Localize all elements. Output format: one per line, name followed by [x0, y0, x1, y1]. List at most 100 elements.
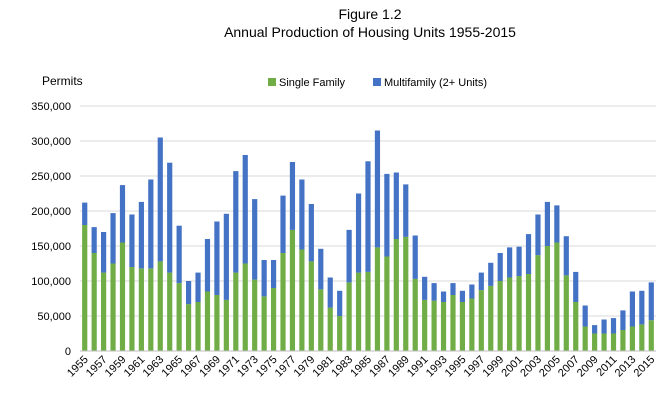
bar-single-family [270, 288, 277, 351]
bar-multifamily [544, 201, 550, 246]
y-axis-label: Permits [42, 74, 83, 88]
bar-multifamily [289, 162, 296, 230]
bar-multifamily [308, 204, 314, 262]
bar-multifamily [110, 213, 116, 264]
bar-multifamily [422, 276, 428, 300]
y-tick-label: 150,000 [31, 241, 71, 253]
bar-single-family [629, 326, 635, 351]
bar-single-family [299, 249, 305, 351]
bar-single-family [110, 263, 116, 351]
bar-multifamily [450, 283, 456, 295]
bar-single-family [82, 225, 88, 351]
bar-single-family [204, 291, 211, 351]
bar-single-family [308, 261, 314, 351]
y-tick-label: 100,000 [31, 276, 71, 288]
bar-multifamily [252, 199, 258, 280]
bar-single-family [573, 302, 579, 351]
bar-single-family [554, 242, 560, 351]
bar-multifamily [337, 290, 343, 316]
bar-single-family [119, 242, 126, 351]
bar-multifamily [242, 155, 248, 264]
bar-multifamily [148, 179, 154, 269]
bar-single-family [544, 246, 550, 351]
bar-multifamily [299, 179, 305, 250]
bar-single-family [280, 253, 286, 351]
bar-single-family [497, 281, 503, 351]
bar-multifamily [507, 247, 513, 278]
bar-single-family [648, 320, 654, 351]
bar-multifamily [138, 201, 144, 269]
bar-single-family [157, 261, 163, 351]
bar-single-family [384, 256, 390, 351]
bar-single-family [195, 302, 201, 351]
bar-single-family [620, 330, 626, 351]
bar-multifamily [516, 246, 522, 277]
bar-multifamily [384, 173, 390, 257]
bar-multifamily [167, 162, 173, 273]
bar-multifamily [440, 291, 447, 302]
bar-multifamily [497, 253, 503, 281]
bar-multifamily [214, 221, 220, 295]
bar-single-family [289, 229, 296, 351]
bar-single-family [431, 300, 437, 351]
bar-single-family [478, 290, 484, 351]
bar-multifamily [412, 235, 418, 279]
bar-multifamily [478, 272, 484, 291]
bar-multifamily [563, 236, 569, 276]
chart-title: Figure 1.2 [338, 6, 401, 22]
y-tick-label: 250,000 [31, 171, 71, 183]
y-tick-label: 0 [65, 346, 71, 358]
bar-multifamily [554, 205, 560, 243]
bar-single-family [592, 333, 598, 351]
bar-multifamily [129, 214, 135, 267]
bar-multifamily [403, 184, 409, 237]
bar-single-family [242, 263, 248, 351]
bar-single-family [440, 302, 447, 351]
bar-single-family [233, 272, 239, 351]
bar-single-family [516, 276, 522, 351]
bar-multifamily [469, 284, 475, 299]
bar-multifamily [195, 272, 201, 302]
bar-single-family [601, 333, 607, 351]
bar-single-family [488, 285, 494, 351]
bar-multifamily [639, 290, 645, 325]
bar-multifamily [176, 225, 182, 284]
bar-single-family [525, 274, 532, 351]
bar-multifamily [280, 195, 286, 253]
y-tick-label: 300,000 [31, 136, 71, 148]
bar-single-family [355, 272, 362, 351]
bar-single-family [374, 247, 381, 351]
bar-multifamily [610, 318, 617, 334]
bar-single-family [610, 333, 617, 351]
bar-single-family [148, 268, 154, 351]
bar-multifamily [327, 277, 333, 308]
bar-single-family [450, 295, 456, 351]
bar-single-family [535, 255, 541, 351]
bar-single-family [101, 272, 107, 351]
bar-multifamily [355, 193, 362, 273]
y-tick-label: 200,000 [31, 206, 71, 218]
bar-single-family [214, 295, 220, 351]
bar-multifamily [270, 260, 277, 288]
bar-multifamily [365, 161, 371, 272]
bar-multifamily [573, 271, 579, 302]
bar-single-family [563, 275, 569, 351]
bar-multifamily [582, 305, 588, 327]
bar-single-family [91, 253, 97, 351]
y-axis-ticks: 0 50,000 100,000 150,000 200,000 250,000 300,0… [31, 101, 71, 358]
bar-multifamily [525, 234, 532, 274]
bar-single-family [318, 289, 324, 351]
bar-multifamily [233, 171, 239, 273]
bar-multifamily [91, 227, 97, 253]
bar-single-family [346, 282, 352, 351]
bar-single-family [176, 283, 182, 351]
bar-multifamily [185, 281, 192, 305]
bar-multifamily [346, 229, 352, 283]
bar-multifamily [393, 172, 399, 239]
bar-single-family [252, 279, 258, 351]
bar-multifamily [592, 325, 598, 334]
bar-single-family [403, 236, 409, 351]
bar-single-family [138, 268, 144, 351]
bar-single-family [393, 239, 399, 351]
